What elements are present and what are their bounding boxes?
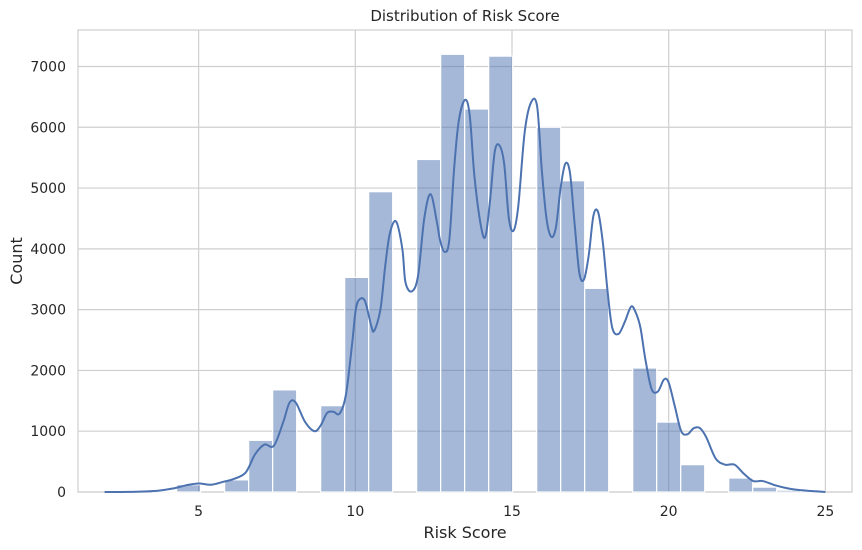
y-tick-label: 6000 [30,120,66,136]
kde-curve [104,97,826,493]
histogram-bar [680,464,706,493]
histogram-bar [536,126,562,493]
y-tick-label: 5000 [30,181,66,197]
histogram-bar [464,108,490,493]
y-tick-label: 4000 [30,242,66,258]
x-tick-label: 5 [194,504,203,520]
histogram-bar [560,180,586,493]
x-axis-label: Risk Score [423,523,506,542]
histogram-bar [320,405,346,493]
histogram-bar [632,367,658,493]
histogram-bar [416,158,442,493]
histogram-bar [440,53,466,493]
x-tick-label: 15 [503,504,521,520]
kde-curve-layer [104,97,826,493]
y-tick-label: 1000 [30,424,66,440]
y-tick-label: 2000 [30,363,66,379]
histogram-bar [728,477,754,493]
x-tick-label: 25 [816,504,834,520]
histogram-bar [584,287,610,493]
x-tick-label: 20 [660,504,678,520]
histogram-bar [344,276,370,493]
y-tick-label: 0 [57,485,66,501]
axis-ticks: 5 10 15 20 25 0 1000 2000 3000 4000 5000 6000 7000 [30,59,834,520]
histogram-bar [656,421,682,493]
x-tick-label: 10 [346,504,364,520]
y-tick-label: 3000 [30,303,66,319]
y-axis-label: Count [7,237,26,285]
histogram-bars [152,53,826,493]
chart-title: Distribution of Risk Score [370,7,559,25]
histogram-bar [488,55,514,493]
histogram-bar [248,439,274,493]
histogram-bar [752,486,778,493]
y-tick-label: 7000 [30,59,66,75]
